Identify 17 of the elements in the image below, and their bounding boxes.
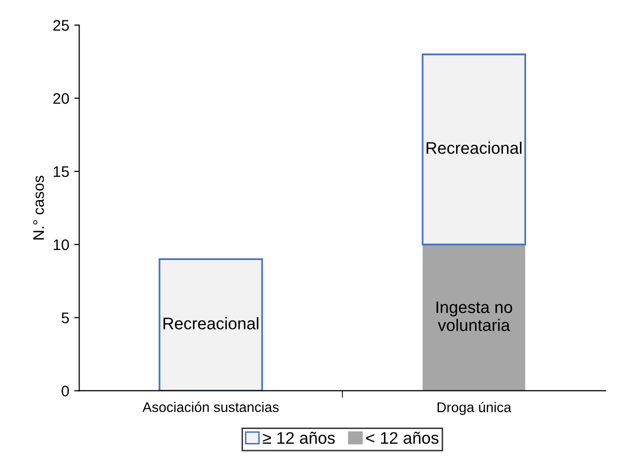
x-tick-label: Droga única bbox=[438, 402, 512, 415]
bar bbox=[422, 244, 526, 391]
y-axis-title: N.° casos bbox=[33, 176, 44, 240]
legend-label: < 12 años bbox=[366, 432, 438, 444]
legend-label: ≥ 12 años bbox=[262, 432, 335, 444]
bar bbox=[422, 54, 526, 246]
bar bbox=[158, 258, 263, 391]
y-tick-label: 20 bbox=[53, 93, 69, 104]
y-tick-label: 15 bbox=[54, 166, 69, 178]
y-tick-label: 5 bbox=[62, 312, 69, 324]
y-tick-label: 0 bbox=[62, 386, 69, 396]
annotation: Recreacional bbox=[426, 142, 522, 154]
x-tick-label: Asociación sustancias bbox=[142, 402, 279, 412]
y-tick-label: 10 bbox=[54, 239, 69, 250]
annotation: Recreacional bbox=[164, 317, 258, 330]
annotation: Ingesta no voluntaria bbox=[436, 301, 512, 332]
y-tick-label: 25 bbox=[53, 20, 69, 31]
